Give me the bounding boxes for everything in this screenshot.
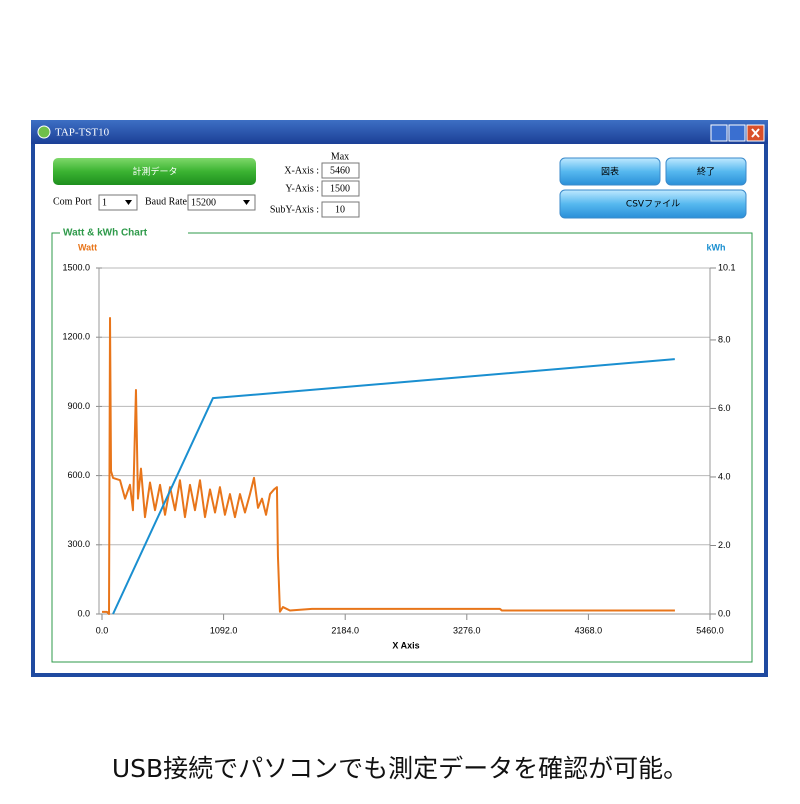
client-area: [35, 144, 764, 673]
csv-button[interactable]: [559, 189, 747, 219]
y2-tick-label: 8.0: [718, 334, 731, 344]
x-tick-label: 4368.0: [575, 625, 603, 635]
plot: 0.0 300.0 600.0 900.0 1200.0 1500.0 0.0 2.0 4.0 6…: [62, 262, 735, 635]
suby-axis-label: SubY-Axis :: [270, 204, 319, 215]
x-tick-label: 5460.0: [696, 625, 724, 635]
y2-tick-label: 10.1: [718, 262, 736, 272]
x-tick-label: 3276.0: [453, 625, 481, 635]
exit-button[interactable]: [665, 157, 747, 186]
x-tick-label: 0.0: [96, 625, 109, 635]
y-axis-value: 1500: [330, 183, 350, 194]
y2-tick-label: 0.0: [718, 608, 731, 618]
dropdown-arrow: [125, 200, 132, 205]
x-tick-label: 1092.0: [210, 625, 238, 635]
y-axis-input[interactable]: [321, 180, 360, 197]
maximize-button[interactable]: [728, 124, 746, 142]
suby-axis-input[interactable]: [321, 201, 360, 218]
com-port-label: Com Port: [53, 196, 92, 207]
data-line: [112, 358, 675, 615]
x-axis-value: 5460: [330, 165, 350, 176]
y-tick-label: 600.0: [67, 470, 90, 480]
com-port-select[interactable]: [98, 194, 138, 211]
x-axis-title: X Axis: [392, 640, 419, 650]
y-tick-label: 1200.0: [62, 332, 90, 342]
y-tick-label: 900.0: [67, 401, 90, 411]
exit-button-label: 終了: [697, 166, 715, 178]
baud-rate-label: Baud Rate: [145, 196, 187, 207]
y-tick-label: 1500.0: [62, 262, 90, 272]
suby-axis-value: 10: [335, 204, 345, 215]
max-label: Max: [331, 151, 349, 162]
measure-button[interactable]: [53, 158, 256, 185]
baud-rate-value: 15200: [191, 197, 216, 208]
y-tick-label: 0.0: [77, 608, 90, 618]
y2-tick-label: 6.0: [718, 403, 731, 413]
chart-button[interactable]: [559, 157, 661, 186]
group-title-bg: [60, 226, 188, 240]
y2-tick-label: 2.0: [718, 540, 731, 550]
window-title: TAP-TST10: [55, 127, 110, 139]
chart-button-label: 図表: [601, 166, 619, 178]
chart-title: Watt & kWh Chart: [63, 228, 148, 239]
chart-group-box: [51, 232, 753, 663]
baud-rate-select[interactable]: [187, 194, 256, 211]
y-axis-label: Y-Axis :: [285, 183, 319, 194]
x-axis-label: X-Axis :: [284, 165, 319, 176]
close-icon: [751, 128, 760, 138]
minimize-button[interactable]: [710, 124, 728, 142]
y2-tick-label: 4.0: [718, 471, 731, 481]
y-axis-title: Watt: [78, 242, 97, 252]
dropdown-arrow: [243, 200, 250, 205]
y2-axis-title: kWh: [707, 242, 726, 252]
com-port-value: 1: [102, 197, 107, 208]
measure-button-label: 計測データ: [132, 166, 177, 178]
title-bar: [31, 120, 768, 144]
csv-button-label: CSVファイル: [626, 200, 680, 210]
x-axis-input[interactable]: [321, 162, 360, 179]
data-line: [102, 317, 675, 615]
x-tick-label: 2184.0: [331, 625, 359, 635]
app-icon: [37, 125, 51, 139]
caption: USB接続でパソコンでも測定データを確認が可能。: [112, 754, 688, 783]
y-tick-label: 300.0: [67, 539, 90, 549]
